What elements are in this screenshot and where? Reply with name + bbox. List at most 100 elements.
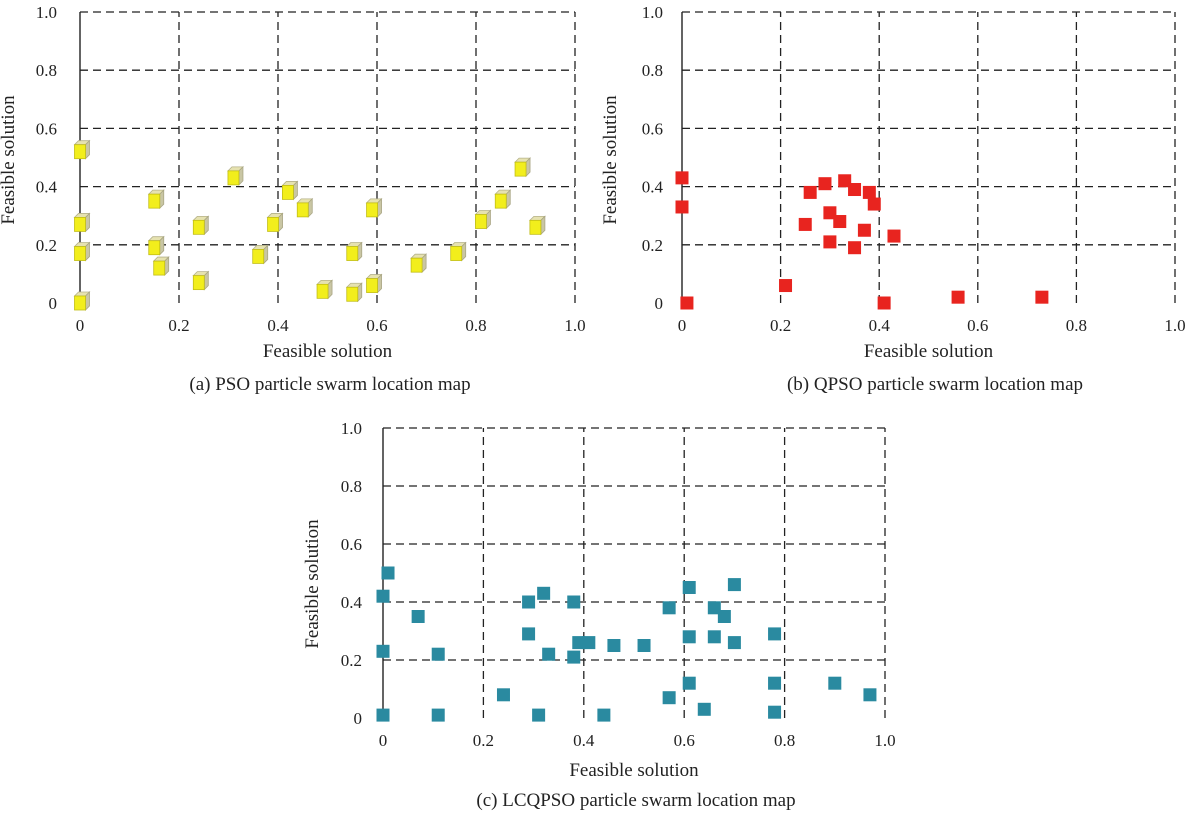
qpso-xtick-label: 0.2 bbox=[770, 316, 791, 335]
lcqpso-point bbox=[376, 644, 390, 658]
qpso-xtick-label: 1.0 bbox=[1164, 316, 1185, 335]
pso-xtick-label: 0.2 bbox=[168, 316, 189, 335]
qpso-xtick-label: 0.8 bbox=[1066, 316, 1087, 335]
pso-point bbox=[192, 270, 210, 291]
qpso-point bbox=[862, 185, 876, 199]
lcqpso-point bbox=[697, 702, 711, 716]
pso-xtick-label: 0.4 bbox=[267, 316, 289, 335]
pso-point bbox=[73, 139, 91, 160]
qpso-point bbox=[848, 183, 862, 197]
qpso-point bbox=[833, 215, 847, 229]
pso-point bbox=[410, 253, 428, 274]
qpso-point bbox=[823, 235, 837, 249]
qpso-point bbox=[823, 206, 837, 220]
lcqpso-point bbox=[707, 630, 721, 644]
qpso-point bbox=[803, 185, 817, 199]
lcqpso-point bbox=[582, 636, 596, 650]
lcqpso-point bbox=[637, 639, 651, 652]
lcqpso-point bbox=[682, 676, 696, 690]
pso-point bbox=[192, 215, 210, 236]
lcqpso-point bbox=[381, 566, 395, 580]
lcqpso-ytick-label: 0.6 bbox=[341, 535, 362, 554]
pso-ytick-label: 1.0 bbox=[36, 3, 57, 22]
panel-pso: (a) PSO particle swarm location map 0 0.2… bbox=[0, 3, 586, 395]
lcqpso-ytick-label: 1.0 bbox=[341, 419, 362, 438]
qpso-point bbox=[675, 171, 689, 185]
lcqpso-point bbox=[727, 578, 741, 592]
qpso-point bbox=[857, 223, 871, 237]
pso-point bbox=[494, 189, 512, 210]
lcqpso-point bbox=[431, 708, 445, 722]
qpso-point bbox=[1035, 290, 1049, 304]
pso-point bbox=[73, 212, 91, 233]
lcqpso-point bbox=[607, 639, 621, 652]
lcqpso-point bbox=[542, 647, 556, 661]
qpso-point bbox=[680, 296, 694, 310]
pso-ytick-label: 0.4 bbox=[36, 178, 58, 197]
lcqpso-point bbox=[707, 601, 721, 615]
pso-point bbox=[365, 197, 383, 218]
lcqpso-point bbox=[662, 601, 676, 615]
pso-point bbox=[514, 157, 532, 178]
lcqpso-point bbox=[768, 627, 782, 641]
pso-point bbox=[296, 197, 314, 218]
qpso-xtick-label: 0 bbox=[678, 316, 687, 335]
lcqpso-y-axis-title: Feasible solution bbox=[302, 519, 323, 649]
pso-xtick-label: 0 bbox=[76, 316, 85, 335]
qpso-point bbox=[877, 296, 891, 310]
pso-point bbox=[528, 215, 546, 236]
lcqpso-point bbox=[863, 688, 877, 702]
qpso-point bbox=[818, 177, 832, 191]
qpso-point bbox=[848, 241, 862, 255]
lcqpso-point bbox=[682, 581, 696, 594]
lcqpso-point bbox=[828, 676, 842, 690]
pso-point bbox=[345, 282, 363, 303]
lcqpso-x-axis-title: Feasible solution bbox=[569, 760, 699, 781]
lcqpso-point bbox=[431, 647, 445, 661]
lcqpso-xtick-label: 0.8 bbox=[774, 731, 795, 750]
qpso-point bbox=[798, 217, 812, 231]
pso-point bbox=[474, 209, 492, 230]
pso-x-axis-title: Feasible solution bbox=[263, 341, 393, 362]
lcqpso-point bbox=[376, 708, 390, 722]
qpso-point bbox=[675, 200, 689, 214]
lcqpso-point bbox=[597, 708, 611, 722]
lcqpso-point bbox=[376, 589, 390, 603]
qpso-x-axis-title: Feasible solution bbox=[864, 341, 994, 362]
qpso-xtick-label: 0.4 bbox=[869, 316, 891, 335]
panel-lcqpso: (c) LCQPSO particle swarm location map 0… bbox=[302, 419, 896, 811]
lcqpso-point bbox=[572, 636, 586, 650]
lcqpso-point bbox=[682, 630, 696, 644]
lcqpso-point bbox=[522, 627, 536, 641]
qpso-point bbox=[887, 229, 901, 243]
lcqpso-xtick-label: 0.2 bbox=[473, 731, 494, 750]
lcqpso-point bbox=[768, 705, 782, 719]
lcqpso-ytick-label: 0.2 bbox=[341, 651, 362, 670]
qpso-ytick-label: 0.8 bbox=[642, 61, 663, 80]
lcqpso-point bbox=[537, 586, 551, 600]
qpso-point bbox=[779, 279, 793, 293]
lcqpso-point bbox=[532, 708, 546, 722]
qpso-ytick-label: 1.0 bbox=[642, 3, 663, 22]
panel-qpso: (b) QPSO particle swarm location map 0 0.… bbox=[600, 3, 1186, 395]
lcqpso-xtick-label: 0.6 bbox=[674, 731, 695, 750]
qpso-point bbox=[867, 197, 881, 211]
pso-ytick-label: 0.8 bbox=[36, 61, 57, 80]
caption-lcqpso: (c) LCQPSO particle swarm location map bbox=[476, 790, 795, 811]
lcqpso-point bbox=[727, 636, 741, 650]
qpso-ytick-label: 0 bbox=[655, 294, 664, 313]
caption-pso: (a) PSO particle swarm location map bbox=[189, 374, 470, 395]
pso-point bbox=[152, 256, 170, 277]
qpso-point bbox=[951, 290, 965, 304]
lcqpso-ytick-label: 0.8 bbox=[341, 477, 362, 496]
pso-point bbox=[266, 212, 284, 233]
lcqpso-ytick-label: 0.4 bbox=[341, 593, 363, 612]
lcqpso-point bbox=[662, 691, 676, 705]
lcqpso-ytick-label: 0 bbox=[354, 709, 363, 728]
pso-ytick-label: 0 bbox=[49, 294, 58, 313]
pso-y-axis-title: Feasible solution bbox=[0, 95, 19, 225]
lcqpso-xtick-label: 0 bbox=[379, 731, 388, 750]
lcqpso-point bbox=[522, 595, 536, 609]
pso-point bbox=[281, 180, 299, 201]
